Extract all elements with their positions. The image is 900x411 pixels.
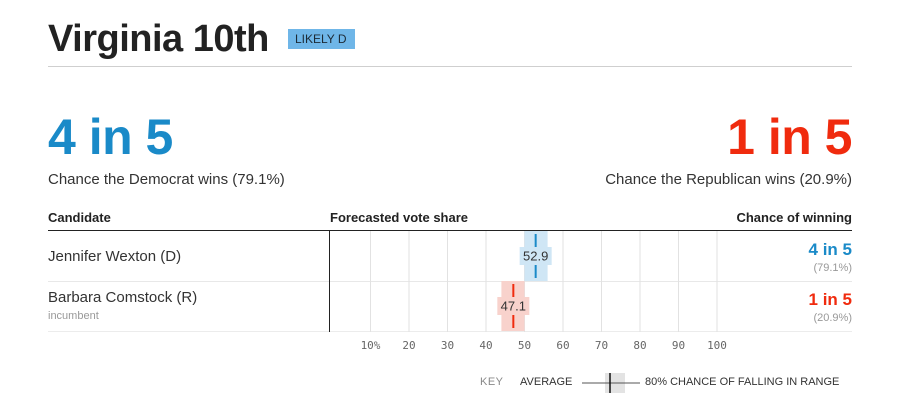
democrat-odds-caption: Chance the Democrat wins (79.1%) [48,171,285,188]
column-header-vote-share: Forecasted vote share [330,210,469,225]
average-label-bg [497,297,530,315]
rating-badge: LIKELY D [288,29,355,49]
comstock-chance: 1 in 5 [808,290,852,309]
table-header-rule [48,230,852,231]
plot-axis-line [329,231,330,332]
tick-label: 90 [671,339,686,352]
tick-label: 50 [517,339,532,352]
incumbent-label: incumbent [48,310,99,322]
wexton-chance: 4 in 5 [808,240,852,259]
race-title: Virginia 10th [48,18,269,60]
candidate-name-comstock: Barbara Comstock (R) [48,289,198,306]
key-average-label: AVERAGE [520,376,573,388]
tick-label: 30 [440,339,455,352]
header-divider [48,66,852,67]
republican-odds-caption: Chance the Republican wins (20.9%) [605,171,852,188]
column-header-chance: Chance of winning [736,210,852,225]
tick-label: 40 [479,339,493,352]
vote-share-plot: 52.9 47.1 [370,231,718,332]
democrat-odds: 4 in 5 [48,109,173,165]
candidate-name-wexton: Jennifer Wexton (D) [48,248,182,265]
average-label-bg [519,247,552,265]
average-label-comstock: 47.1 [501,299,526,314]
tick-label: 70 [594,339,609,352]
row-divider [48,281,852,282]
key-range-label: 80% CHANCE OF FALLING IN RANGE [645,376,840,388]
column-header-candidate: Candidate [48,210,111,225]
wexton-chance-percent: (79.1%) [813,262,852,274]
key-legend-graphic [582,373,640,393]
tick-label: 100 [707,339,727,352]
average-label-wexton: 52.9 [523,249,548,264]
republican-odds: 1 in 5 [727,109,852,165]
tick-label: 80 [633,339,647,352]
tick-label: 60 [556,339,570,352]
tick-label: 20 [402,339,416,352]
comstock-chance-percent: (20.9%) [813,312,852,324]
table-bottom-rule [48,331,852,332]
tick-label: 10% [360,339,381,352]
key-label: KEY [480,376,504,388]
